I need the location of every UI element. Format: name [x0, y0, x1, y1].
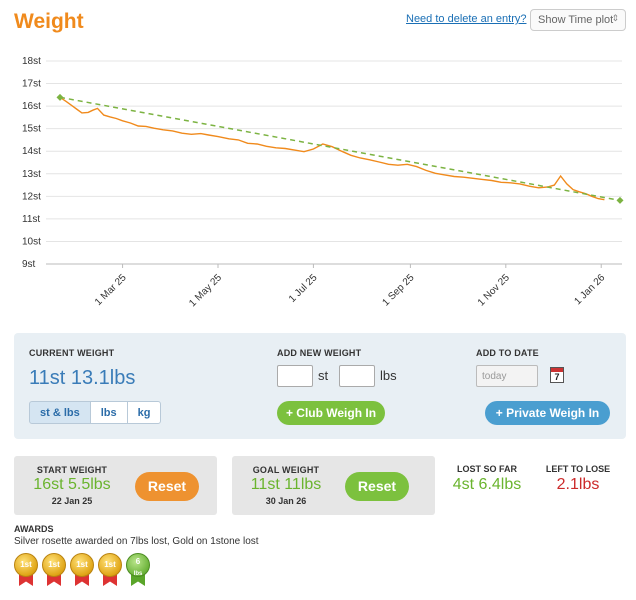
rosette-number: 6	[135, 557, 141, 566]
lost-so-far-value: 4st 6.4lbs	[452, 476, 522, 493]
gold-medal-icon: 1st	[98, 553, 122, 587]
start-weight-label: START WEIGHT	[36, 465, 108, 475]
left-to-lose-label: LEFT TO LOSE	[545, 464, 611, 474]
start-weight-value: 16st 5.5lbs	[33, 476, 111, 493]
y-tick-label: 10st	[22, 236, 41, 247]
y-tick-label: 15st	[22, 124, 41, 135]
trend-line	[59, 96, 621, 202]
y-tick-label: 16st	[22, 101, 41, 112]
lost-so-far-label: LOST SO FAR	[456, 464, 517, 474]
medal-label: 1st	[98, 553, 122, 577]
reset-goal-button[interactable]: Reset	[345, 472, 409, 501]
rosette-unit: lbs	[133, 571, 143, 577]
awards-medals: 1st 1st 1st 1st 6 lbs	[14, 553, 154, 587]
delete-entry-link[interactable]: Need to delete an entry?	[406, 13, 527, 25]
unit-tab-st-lbs[interactable]: st & lbs	[29, 401, 91, 424]
gold-medal-icon: 1st	[14, 553, 38, 587]
weight-entry-panel: CURRENT WEIGHT 11st 13.1lbs st & lbs lbs…	[14, 333, 626, 439]
calendar-day: 7	[554, 372, 560, 382]
x-tick-label: 1 May 25	[187, 272, 224, 309]
unit-toggle: st & lbs lbs kg	[29, 401, 162, 424]
x-tick-label: 1 Jul 25	[287, 272, 320, 305]
y-tick-label: 12st	[22, 191, 41, 202]
current-weight-value: 11st 13.1lbs	[29, 367, 136, 389]
trend-endpoint-marker	[56, 93, 64, 101]
goal-weight-value: 11st 11lbs	[250, 476, 322, 493]
rosette-label: 6 lbs	[126, 553, 150, 577]
y-tick-label: 9st	[22, 259, 36, 270]
stones-unit-label: st	[318, 368, 329, 383]
x-tick-label: 1 Mar 25	[93, 272, 129, 308]
goal-weight-box: GOAL WEIGHT 11st 11lbs 30 Jan 26 Reset	[232, 456, 435, 515]
select-arrows-icon: ⇕	[611, 13, 619, 23]
y-tick-label: 11st	[22, 214, 40, 225]
trend-endpoint-marker	[616, 196, 624, 204]
weight-line	[59, 96, 605, 201]
left-to-lose-value: 2.1lbs	[556, 476, 600, 493]
pounds-input[interactable]	[339, 365, 375, 387]
y-tick-label: 17st	[22, 79, 41, 90]
weight-chart: 9st 10st 11st 12st 13st 14st 15st 16st 17st 18st 1…	[22, 56, 624, 309]
stones-input[interactable]	[277, 365, 313, 387]
goal-weight-label: GOAL WEIGHT	[252, 465, 320, 475]
green-rosette-icon: 6 lbs	[126, 553, 150, 587]
y-tick-label: 14st	[22, 146, 41, 157]
add-weight-label: ADD NEW WEIGHT	[277, 348, 362, 358]
date-input[interactable]: today	[476, 365, 538, 387]
start-weight-date: 22 Jan 25	[51, 496, 93, 506]
y-tick-label: 13st	[22, 169, 41, 180]
gold-medal-icon: 1st	[70, 553, 94, 587]
awards-heading: AWARDS	[14, 524, 54, 534]
add-to-date-label: ADD TO DATE	[476, 348, 539, 358]
x-tick-label: 1 Nov 25	[476, 272, 512, 308]
gold-medal-icon: 1st	[42, 553, 66, 587]
unit-tab-lbs[interactable]: lbs	[89, 401, 128, 424]
page-title: Weight	[14, 10, 84, 33]
plot-type-select[interactable]: Show Time plot ⇕	[530, 9, 626, 31]
pounds-unit-label: lbs	[380, 368, 397, 383]
unit-tab-kg[interactable]: kg	[126, 401, 162, 424]
plot-type-value: Show Time plot	[538, 14, 614, 26]
y-tick-label: 18st	[22, 56, 41, 67]
x-tick-label: 1 Jan 26	[572, 272, 607, 307]
calendar-icon[interactable]: 7	[550, 367, 564, 383]
start-weight-box: START WEIGHT 16st 5.5lbs 22 Jan 25 Reset	[14, 456, 217, 515]
current-weight-label: CURRENT WEIGHT	[29, 348, 115, 358]
medal-label: 1st	[70, 553, 94, 577]
reset-start-button[interactable]: Reset	[135, 472, 199, 501]
club-weigh-in-button[interactable]: + Club Weigh In	[277, 401, 385, 425]
private-weigh-in-button[interactable]: + Private Weigh In	[485, 401, 610, 425]
x-tick-label: 1 Sep 25	[380, 272, 416, 308]
awards-description: Silver rosette awarded on 7lbs lost, Gol…	[14, 536, 259, 547]
goal-weight-date: 30 Jan 26	[265, 496, 307, 506]
medal-label: 1st	[14, 553, 38, 577]
medal-label: 1st	[42, 553, 66, 577]
